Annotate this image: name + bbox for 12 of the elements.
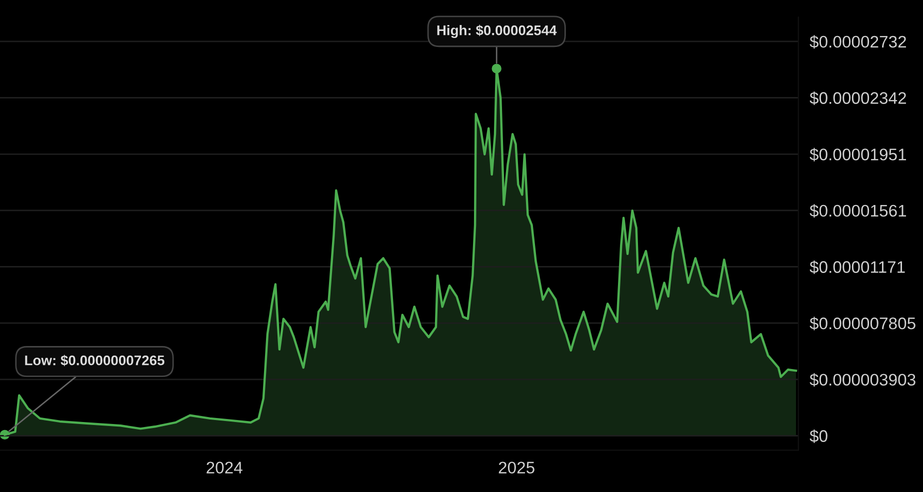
y-tick-label: $0.000003903 <box>810 373 916 387</box>
annotation: Low: $0.00000007265 <box>25 354 164 366</box>
y-tick-label: $0.00001951 <box>810 148 906 162</box>
y-tick-label: $0 <box>810 429 828 443</box>
y-tick-label: $0.000007805 <box>810 316 916 330</box>
y-tick-label: $0.00001561 <box>810 204 906 218</box>
y-tick-label: $0.00001171 <box>810 260 905 274</box>
annotation: High: $0.00002544 <box>437 24 557 38</box>
y-tick-label: $0.00002732 <box>810 35 906 49</box>
x-tick-label: 2025 <box>498 462 534 474</box>
y-tick-label: $0.00002342 <box>810 91 906 105</box>
x-tick-label: 2024 <box>206 462 242 474</box>
